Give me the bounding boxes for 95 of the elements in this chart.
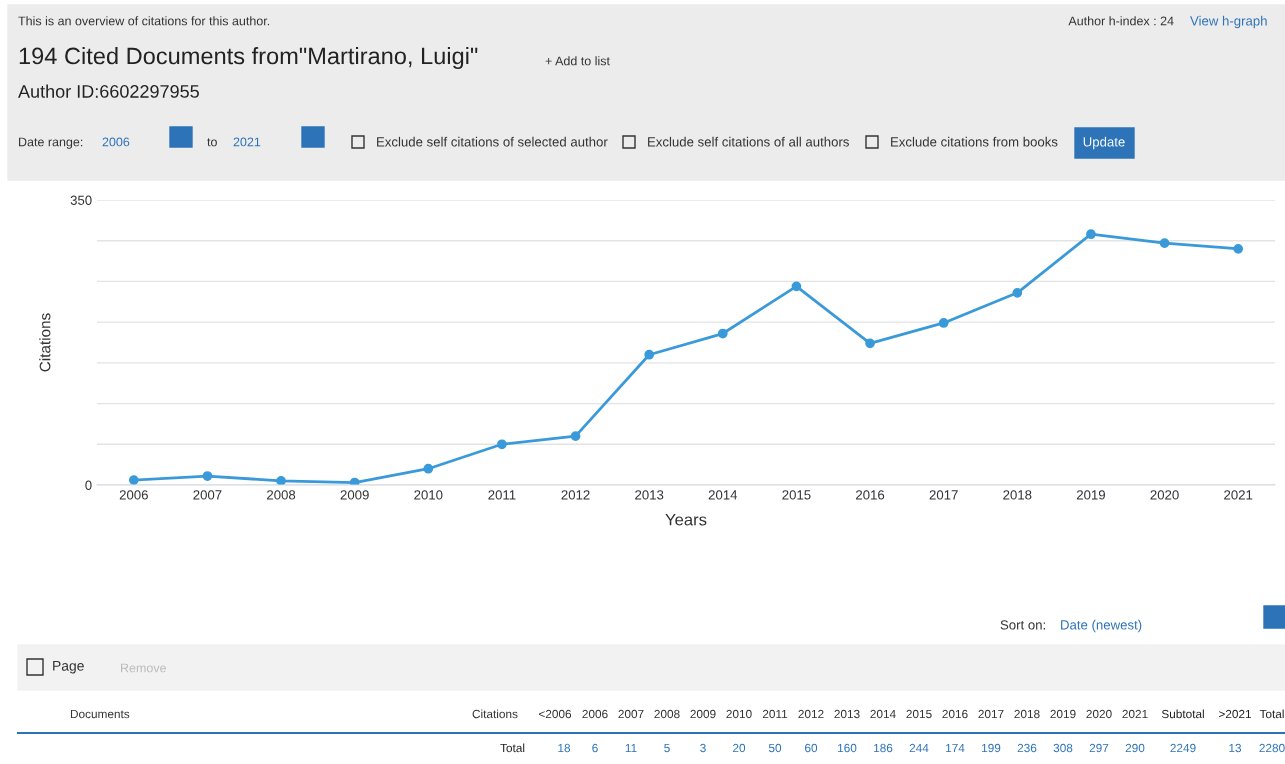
x-tick-label: 2011 [488,490,516,500]
text: 2006 [582,709,608,719]
text: <2006 [539,709,572,719]
text: 50 [768,743,782,753]
text: Documents [70,709,130,719]
x-tick-label: 2021 [1224,490,1253,500]
text: 18 [558,743,571,753]
text: Author h-index : 24 [1068,16,1174,26]
y-tick-label: 350 [70,195,92,205]
point [1159,238,1170,249]
text: Date range: [19,137,83,149]
text: 2013 [834,709,860,719]
point [865,338,875,349]
x-tick-label: 2010 [414,490,443,500]
x-tick-label: 2012 [561,490,590,500]
text: 2009 [690,709,716,719]
x-tick-label: 2020 [1150,490,1179,500]
x-tick-label: 2006 [119,490,148,500]
text: 308 [1053,743,1073,753]
text: 244 [909,743,929,753]
point [1012,287,1023,298]
x-tick-label: 2017 [929,490,958,500]
point [497,439,507,450]
text: 199 [982,743,1001,753]
text: Update [1083,136,1125,150]
point [570,431,581,442]
text: 20 [733,743,746,753]
text: 2021 [233,137,261,147]
text: 160 [838,743,857,753]
point [128,475,139,485]
y-tick-label: 0 [85,480,92,490]
text: 2019 [1050,709,1076,719]
text: 2011 [762,709,788,719]
text: 6 [592,743,598,753]
x-axis-title: Years [665,513,707,526]
x-tick-label: 2015 [782,490,811,500]
text: Subtotal [1161,709,1204,719]
text: Exclude citations from books [891,136,1058,147]
text: to [207,138,217,147]
text: 2017 [978,709,1004,719]
point [276,476,286,485]
x-tick-label: 2008 [267,490,296,500]
text: 2014 [870,709,896,719]
text: 297 [1089,743,1109,753]
text: Exclude self citations of selected author [377,136,608,147]
text: 2010 [726,709,752,719]
x-tick-label: 2007 [193,490,222,500]
text: 2020 [1086,709,1112,719]
text: 2006 [102,137,130,147]
point [1086,229,1096,240]
text: 2249 [1170,743,1196,753]
text: 2012 [798,709,824,719]
text: 2018 [1014,709,1040,719]
text: 5 [664,743,670,753]
text: 186 [874,743,893,753]
text: 60 [805,743,818,753]
point [791,281,802,292]
x-tick-label: 2018 [1003,490,1032,500]
text: Date (newest) [1061,619,1142,633]
point [644,349,655,360]
text: 236 [1017,743,1037,753]
text: Total [1259,709,1284,719]
x-tick-label: 2013 [635,490,664,500]
text: 2008 [654,709,680,719]
x-tick-label: 2019 [1076,490,1105,500]
point [202,471,213,481]
text: Total [500,743,525,753]
x-tick-label: 2016 [856,490,885,500]
y-axis-title: Citations [39,313,51,372]
x-tick-label: 2014 [708,490,738,500]
text: Page [53,661,84,674]
text: Author ID:6602297955 [18,84,199,98]
text: 290 [1125,743,1145,753]
text: 174 [946,743,965,753]
text: + Add to list [545,56,610,66]
text: Sort on: [1000,620,1045,630]
text: Exclude self citations of all authors [648,136,849,147]
point [938,318,949,328]
text: 2015 [906,709,932,719]
text: >2021 [1219,709,1251,719]
text: Citations [472,709,518,719]
point [1233,243,1244,254]
x-tick-label: 2009 [340,490,369,500]
text: 2007 [618,709,644,719]
text: 3 [700,743,706,753]
text: 2021 [1122,709,1148,719]
text: View h-graph [1190,15,1267,29]
chart-title: 194 Cited Documents from"Martirano, Luigi" [19,47,478,69]
text: This is an overview of citations for this author. [18,16,270,26]
text: 11 [625,743,637,753]
point [717,328,728,339]
point [423,463,434,474]
text: 2280 [1259,743,1285,753]
text: 2016 [942,709,968,719]
text: 13 [1229,743,1242,753]
